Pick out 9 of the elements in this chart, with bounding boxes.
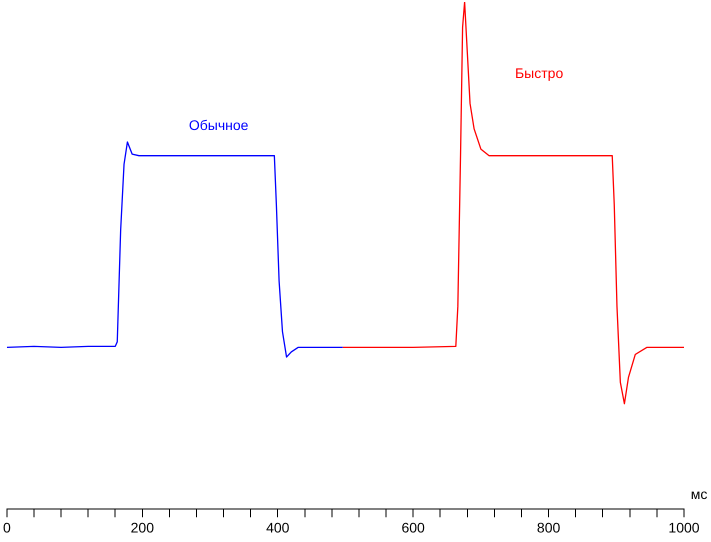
x-tick-label: 0 — [2, 519, 11, 536]
x-tick-label: 400 — [266, 519, 290, 536]
x-tick-label: 800 — [536, 519, 560, 536]
x-tick-label: 600 — [401, 519, 426, 536]
x-tick-label: 200 — [130, 519, 154, 536]
series-label: Обычное — [188, 116, 249, 133]
x-tick-label: 1000 — [668, 519, 700, 536]
x-axis-title: мс — [690, 486, 708, 502]
text: Быстро — [514, 64, 564, 81]
